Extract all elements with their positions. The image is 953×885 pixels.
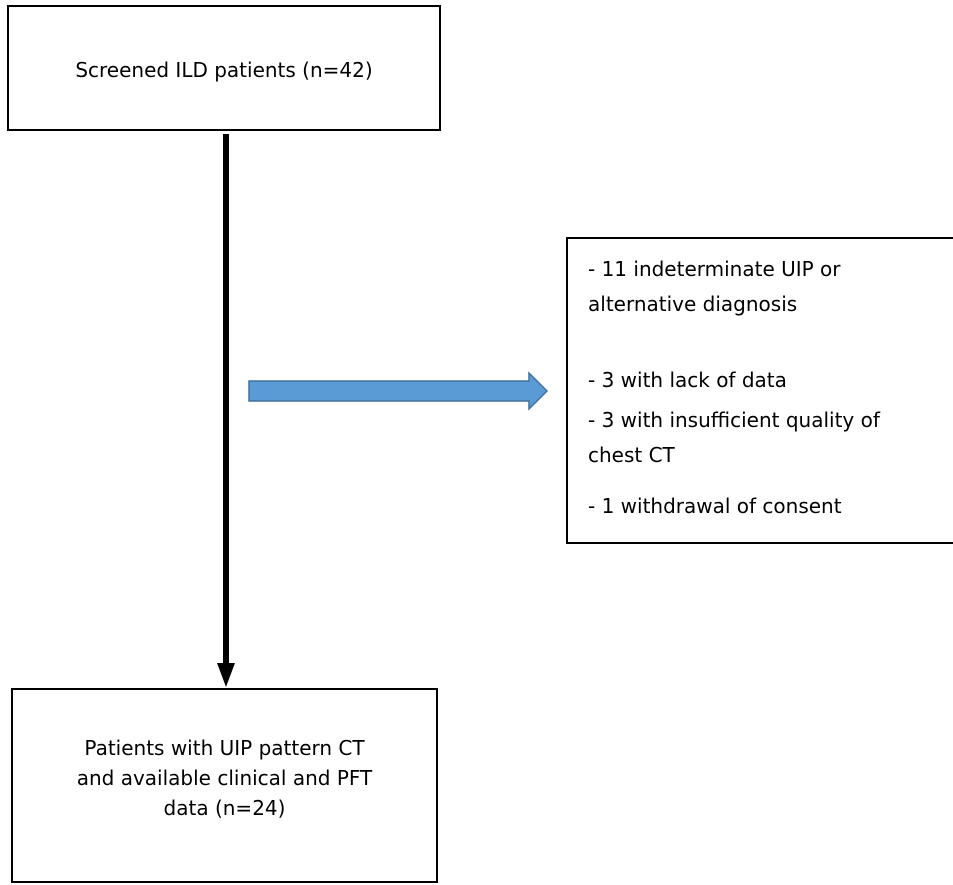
- exclusion-item-insufficient-quality-cont: chest CT: [588, 443, 675, 467]
- exclusion-box: - 11 indeterminate UIP or alternative di…: [566, 237, 953, 544]
- exclusion-item-insufficient-quality: - 3 with insufficient quality of: [588, 408, 880, 432]
- screened-patients-box: Screened ILD patients (n=42): [7, 5, 441, 131]
- included-patients-line-2: and available clinical and PFT: [76, 766, 373, 790]
- exclusion-item-withdrawal: - 1 withdrawal of consent: [588, 494, 842, 518]
- main-flow-arrowhead: [217, 663, 235, 687]
- exclusion-item-indeterminate: - 11 indeterminate UIP or: [588, 257, 841, 281]
- screened-patients-label: Screened ILD patients (n=42): [75, 58, 373, 82]
- exclusion-item-indeterminate-cont: alternative diagnosis: [588, 292, 798, 316]
- included-patients-line-3: data (n=24): [163, 796, 286, 820]
- included-patients-box: Patients with UIP pattern CT and availab…: [11, 688, 438, 883]
- exclusion-item-lack-of-data: - 3 with lack of data: [588, 368, 787, 392]
- exclusion-arrow: [248, 371, 549, 411]
- included-patients-line-1: Patients with UIP pattern CT: [84, 736, 365, 760]
